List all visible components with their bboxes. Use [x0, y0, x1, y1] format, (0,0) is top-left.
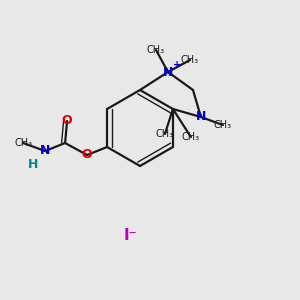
Text: O: O [62, 115, 72, 128]
Text: CH₃: CH₃ [14, 138, 32, 148]
Text: CH₃: CH₃ [147, 45, 165, 55]
Text: N: N [196, 110, 206, 124]
Text: CH₃: CH₃ [214, 120, 232, 130]
Text: O: O [82, 148, 92, 161]
Text: CH₃: CH₃ [156, 129, 174, 139]
Text: CH₃: CH₃ [181, 55, 199, 65]
Text: +: + [173, 60, 181, 70]
Text: CH₃: CH₃ [182, 132, 200, 142]
Text: N: N [40, 145, 50, 158]
Text: H: H [28, 158, 38, 172]
Text: I⁻: I⁻ [123, 227, 137, 242]
Text: N: N [163, 65, 173, 79]
